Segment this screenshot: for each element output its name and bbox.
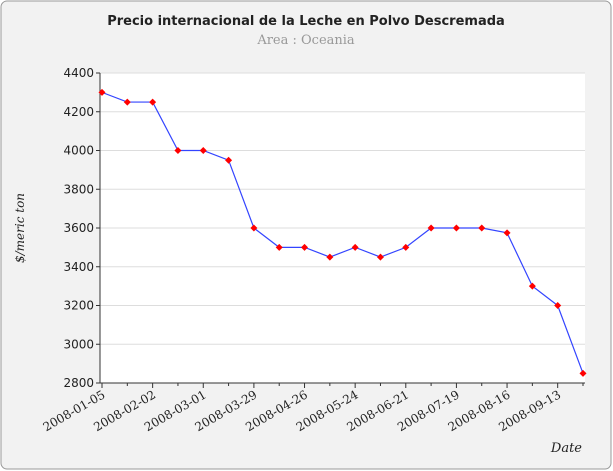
chart-subtitle: Area : Oceania: [256, 33, 355, 48]
data-point: [326, 253, 334, 261]
data-point: [123, 98, 131, 106]
y-tick-label: 4000: [63, 144, 94, 158]
data-point: [452, 224, 460, 232]
data-point: [301, 243, 309, 251]
data-point: [98, 88, 106, 96]
data-point: [554, 302, 562, 309]
data-line: [101, 91, 584, 374]
y-tick-label: 4200: [63, 105, 94, 119]
x-axis-label: Date: [550, 441, 582, 456]
y-tick-label: 3400: [63, 260, 94, 274]
data-point: [199, 147, 207, 154]
data-point: [478, 224, 486, 232]
data-point: [275, 243, 283, 251]
data-point: [427, 224, 435, 232]
chart-title: Precio internacional de la Leche en Polv…: [107, 14, 505, 29]
y-tick-label: 2800: [63, 376, 94, 390]
data-point: [225, 156, 233, 164]
data-point: [250, 224, 258, 232]
data-point: [579, 369, 587, 377]
data-point: [149, 98, 157, 106]
data-point: [351, 243, 359, 251]
y-tick-label: 3800: [63, 182, 94, 196]
data-point: [503, 229, 511, 237]
y-tick-label: 3000: [63, 337, 94, 351]
y-axis-label: $/meric ton: [13, 193, 27, 263]
y-tick-label: 4400: [63, 66, 94, 80]
data-point: [376, 253, 384, 261]
y-tick-label: 3200: [63, 299, 94, 313]
y-tick-label: 3600: [63, 221, 94, 235]
data-point: [528, 282, 536, 290]
data-point: [402, 243, 410, 251]
data-point: [174, 147, 182, 154]
